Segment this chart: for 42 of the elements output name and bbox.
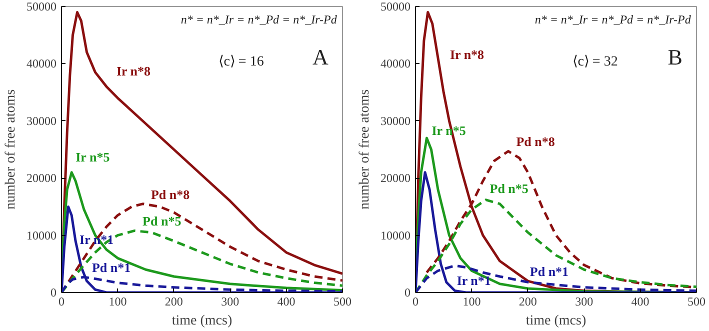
x-tick-label: 500 — [334, 294, 352, 308]
y-tick-label: 20000 — [380, 171, 410, 186]
series-label: Pd n*1 — [92, 260, 131, 276]
x-tick-label: 200 — [164, 294, 183, 308]
y-axis-title: number of free atoms — [4, 89, 18, 210]
series-label: Pd n*1 — [530, 264, 569, 280]
x-tick-label: 200 — [518, 294, 537, 308]
y-tick-label: 20000 — [26, 171, 56, 186]
y-tick-label: 10000 — [26, 228, 56, 242]
y-tick-label: 30000 — [380, 114, 410, 128]
series-label: Ir n*8 — [116, 64, 152, 79]
y-axis-title: number of free atoms — [358, 89, 372, 210]
x-tick-label: 300 — [221, 294, 240, 308]
series-label: Pd n*5 — [490, 180, 529, 196]
y-tick-label: 40000 — [380, 56, 410, 71]
x-tick-label: 300 — [575, 294, 594, 308]
y-tick-label: 10000 — [380, 228, 410, 242]
x-axis-title: time (mcs) — [172, 314, 232, 328]
annotation: ⟨c⟩ = 32 — [572, 54, 618, 70]
annotation: B — [668, 44, 682, 70]
x-tick-label: 500 — [688, 294, 706, 308]
y-tick-label: 50000 — [26, 0, 56, 14]
x-tick-label: 100 — [462, 294, 481, 308]
series-label: Ir n*1 — [456, 272, 491, 288]
annotation: n* = n*_Ir = n*_Pd = n*_Ir-Pd — [180, 12, 338, 27]
annotation: A — [312, 44, 329, 70]
annotation: n* = n*_Ir = n*_Pd = n*_Ir-Pd — [534, 12, 692, 27]
x-tick-label: 400 — [631, 294, 650, 308]
y-tick-label: 30000 — [26, 114, 56, 128]
y-tick-label: 0 — [50, 286, 56, 300]
y-tick-label: 0 — [404, 286, 410, 300]
y-tick-label: 40000 — [26, 56, 56, 71]
series-label: Pd n*8 — [516, 134, 556, 150]
x-tick-label: 100 — [108, 294, 127, 308]
y-tick-label: 50000 — [380, 0, 410, 14]
annotation: ⟨c⟩ = 16 — [218, 54, 264, 70]
series-label: Ir n*5 — [76, 149, 110, 164]
x-tick-label: 400 — [277, 294, 296, 308]
series-label: Ir n*8 — [450, 46, 485, 62]
series-label: Pd n*8 — [150, 186, 190, 202]
series-label: Pd n*5 — [142, 214, 182, 229]
x-axis-title: time (mcs) — [526, 314, 586, 328]
